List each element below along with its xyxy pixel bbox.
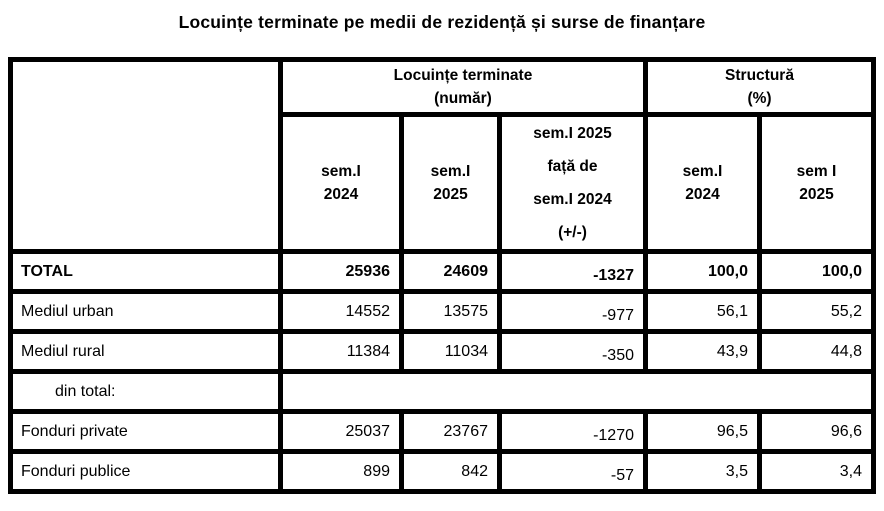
group-header-line: (%) — [747, 90, 772, 107]
col-header-line: sem.I — [682, 163, 723, 180]
cell-value: -1270 — [497, 409, 648, 454]
cell-value: 25037 — [278, 409, 404, 454]
col-header-line: (+/-) — [558, 224, 587, 241]
group-header-locuinte-terminate: Locuințe terminate (număr) — [278, 57, 648, 117]
cell-value: -57 — [497, 449, 648, 494]
cell-value: 96,6 — [757, 409, 876, 454]
col-header-sem1-2024-numar: sem.I 2024 — [278, 112, 404, 254]
col-header-line: sem I — [796, 163, 837, 180]
row-label: TOTAL — [8, 249, 283, 294]
cell-value: -350 — [497, 329, 648, 374]
cell-value-text: -977 — [601, 306, 634, 324]
group-header-structura: Structură (%) — [643, 57, 876, 117]
col-header-sem1-2024-structura: sem.I 2024 — [643, 112, 762, 254]
cell-value-text: -1270 — [593, 426, 634, 444]
col-header-sem1-2025-numar: sem.I 2025 — [399, 112, 502, 254]
cell-value: 3,4 — [757, 449, 876, 494]
table-row-fonduri-publice: Fonduri publice 899 842 -57 3,5 3,4 — [8, 449, 876, 494]
dwellings-table: Locuințe terminate (număr) Structură (%)… — [8, 57, 876, 494]
col-header-line: 2025 — [799, 186, 834, 203]
cell-value-text: -1327 — [593, 266, 634, 284]
cell-value: 13575 — [399, 289, 502, 334]
cell-value: 25936 — [278, 249, 404, 294]
row-label: Fonduri private — [8, 409, 283, 454]
col-header-line: sem.I — [321, 163, 361, 180]
cell-value: 43,9 — [643, 329, 762, 374]
group-header-line: Structură — [725, 67, 794, 84]
table-row-total: TOTAL 25936 24609 -1327 100,0 100,0 — [8, 249, 876, 294]
row-label: din total: — [8, 369, 283, 414]
col-header-line: 2024 — [323, 186, 359, 203]
corner-blank-cell — [8, 57, 283, 254]
cell-value: 14552 — [278, 289, 404, 334]
col-header-line: 2024 — [685, 186, 720, 203]
group-header-line: (număr) — [434, 90, 492, 107]
table-row-mediul-rural: Mediul rural 11384 11034 -350 43,9 44,8 — [8, 329, 876, 374]
cell-value: 3,5 — [643, 449, 762, 494]
group-header-line: Locuințe terminate — [393, 67, 533, 84]
table-row-fonduri-private: Fonduri private 25037 23767 -1270 96,5 9… — [8, 409, 876, 454]
cell-value-text: -57 — [610, 466, 634, 484]
cell-value: 23767 — [399, 409, 502, 454]
cell-value: 11034 — [399, 329, 502, 374]
cell-value: 11384 — [278, 329, 404, 374]
cell-value: 899 — [278, 449, 404, 494]
cell-value: 55,2 — [757, 289, 876, 334]
sub-header-row: sem.I 2024 sem.I 2025 sem.I 2025 față de… — [11, 112, 876, 254]
table-row-mediul-urban: Mediul urban 14552 13575 -977 56,1 55,2 — [8, 289, 876, 334]
row-label: Mediul rural — [8, 329, 283, 374]
cell-value: 24609 — [399, 249, 502, 294]
col-header-line: 2025 — [433, 186, 468, 203]
cell-value: 100,0 — [757, 249, 876, 294]
empty-merged-cell — [278, 369, 876, 414]
col-header-line: sem.I — [430, 163, 471, 180]
cell-value-text: -350 — [601, 346, 634, 364]
col-header-line: sem.I 2024 — [533, 191, 612, 208]
row-label: Fonduri publice — [8, 449, 283, 494]
cell-value: 100,0 — [643, 249, 762, 294]
cell-value: 56,1 — [643, 289, 762, 334]
cell-value: 96,5 — [643, 409, 762, 454]
cell-value: -977 — [497, 289, 648, 334]
col-header-line: față de — [547, 158, 598, 175]
group-header-row: Locuințe terminate (număr) Structură (%) — [8, 57, 876, 254]
row-label: Mediul urban — [8, 289, 283, 334]
col-header-line: sem.I 2025 — [533, 125, 612, 142]
table-row-din-total: din total: — [8, 369, 876, 414]
cell-value: -1327 — [497, 249, 648, 294]
col-header-sem1-2025-structura: sem I 2025 — [757, 112, 876, 254]
col-header-diff: sem.I 2025 față de sem.I 2024 (+/-) — [497, 112, 648, 254]
page-title: Locuințe terminate pe medii de rezidență… — [178, 12, 706, 32]
cell-value: 44,8 — [757, 329, 876, 374]
cell-value: 842 — [399, 449, 502, 494]
